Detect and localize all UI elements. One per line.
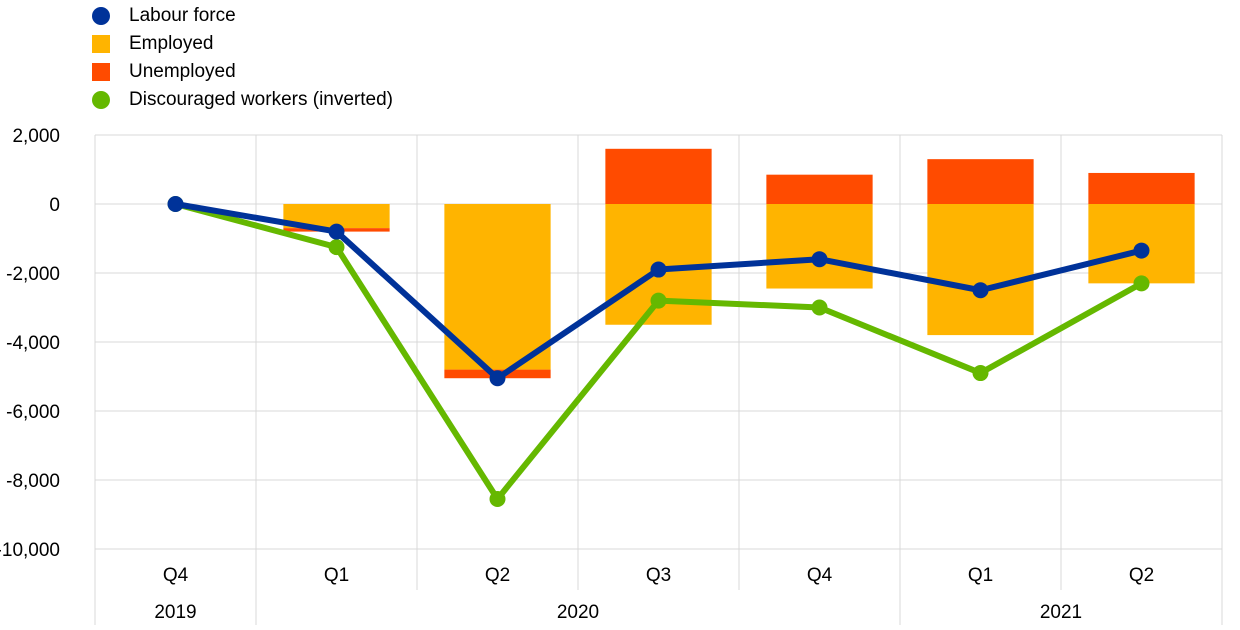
x-tick-label: Q4 xyxy=(163,565,189,586)
x-tick-label: Q2 xyxy=(485,565,510,586)
legend-marker-labour-force xyxy=(92,7,110,25)
point-labour-force xyxy=(650,261,667,278)
point-discouraged-workers-inverted xyxy=(489,490,506,507)
point-discouraged-workers-inverted xyxy=(650,292,667,309)
legend-marker-unemployed xyxy=(92,63,110,81)
bar-unemployed xyxy=(927,159,1034,204)
point-labour-force xyxy=(972,282,989,299)
point-discouraged-workers-inverted xyxy=(1133,275,1150,292)
y-tick-label: 2,000 xyxy=(12,126,60,147)
x-tick-label: Q4 xyxy=(807,565,833,586)
point-labour-force xyxy=(811,251,828,268)
y-tick-label: -4,000 xyxy=(6,333,60,354)
bar-unemployed xyxy=(1088,172,1195,204)
y-tick-label: -6,000 xyxy=(6,402,60,423)
x-tick-label: Q1 xyxy=(968,565,993,586)
legend-marker-discouraged-workers xyxy=(92,91,110,109)
point-labour-force xyxy=(167,196,184,212)
legend-label-labour-force: Labour force xyxy=(129,5,236,26)
legend-label-discouraged-workers: Discouraged workers (inverted) xyxy=(129,89,393,110)
point-discouraged-workers-inverted xyxy=(328,239,345,256)
year-label: 2021 xyxy=(1040,602,1082,623)
legend-marker-employed xyxy=(92,35,110,53)
x-tick-label: Q1 xyxy=(324,565,349,586)
year-label: 2019 xyxy=(154,602,196,623)
bar-unemployed xyxy=(766,174,873,204)
bar-employed xyxy=(766,204,873,289)
point-discouraged-workers-inverted xyxy=(811,299,828,316)
bar-unemployed xyxy=(605,148,712,204)
point-labour-force xyxy=(328,223,345,240)
point-labour-force xyxy=(1133,242,1150,259)
y-tick-label: -8,000 xyxy=(6,471,60,492)
legend-label-unemployed: Unemployed xyxy=(129,61,236,82)
legend-label-employed: Employed xyxy=(129,33,214,54)
point-labour-force xyxy=(489,370,506,387)
year-label: 2020 xyxy=(557,602,599,623)
y-tick-label: -2,000 xyxy=(6,264,60,285)
point-discouraged-workers-inverted xyxy=(972,365,989,382)
bar-employed xyxy=(927,204,1034,336)
x-tick-label: Q3 xyxy=(646,565,671,586)
y-tick-label: -10,000 xyxy=(0,540,60,561)
y-tick-label: 0 xyxy=(49,195,60,216)
x-tick-label: Q2 xyxy=(1129,565,1154,586)
